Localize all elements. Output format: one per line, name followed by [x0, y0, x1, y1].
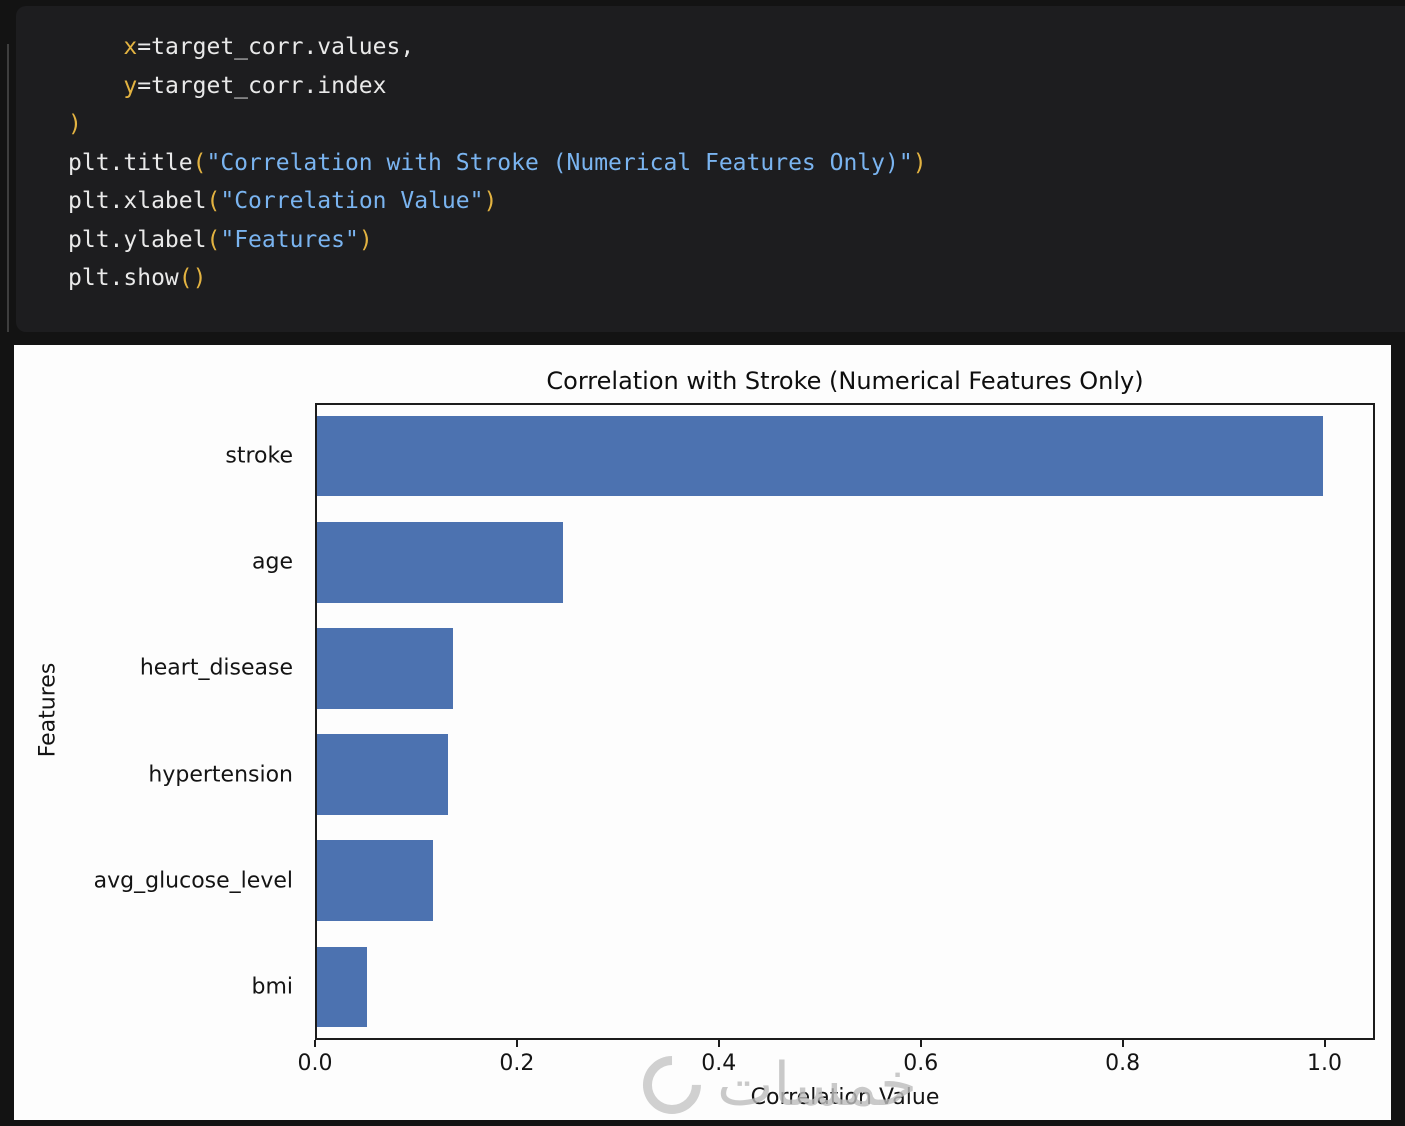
xtick-mark	[314, 1040, 316, 1047]
ytick-label-heart_disease: heart_disease	[139, 655, 293, 681]
bar-heart_disease	[317, 628, 453, 709]
code-token-accent: )	[358, 226, 373, 253]
code-token-accent: )	[912, 149, 927, 176]
code-token-plain: plt.title	[68, 149, 193, 176]
xtick-mark	[1323, 1040, 1326, 1047]
ytick-label-hypertension: hypertension	[148, 762, 293, 788]
code-line: plt.xlabel("Correlation Value")	[68, 182, 1405, 221]
code-token-plain: =target_corr.values,	[137, 34, 415, 60]
bar-avg_glucose_level	[317, 840, 433, 922]
code-token-string: "Correlation with Stroke (Numerical Feat…	[206, 149, 913, 176]
code-token-accent: ()	[178, 265, 207, 291]
plot-area	[315, 403, 1375, 1040]
code-token-accent: (	[206, 188, 221, 214]
x-axis-label: Correlation Value	[750, 1085, 940, 1110]
code-token-plain: =target_corr.index	[137, 72, 387, 99]
xtick-mark	[717, 1040, 720, 1047]
code-line: plt.title("Correlation with Stroke (Nume…	[68, 144, 1405, 183]
xtick-mark	[515, 1040, 518, 1047]
code-token-string: "Correlation Value"	[220, 188, 484, 214]
cell-gutter-indicator	[7, 44, 9, 332]
code-token-plain	[68, 73, 123, 99]
xtick-label: 0.8	[1105, 1051, 1141, 1076]
code-line: x=target_corr.values,	[68, 28, 1405, 67]
code-token-accent: x	[123, 34, 138, 60]
bar-hypertension	[317, 734, 448, 815]
ytick-label-bmi: bmi	[251, 974, 293, 1000]
code-token-string: "Features"	[220, 226, 359, 253]
code-token-accent: )	[483, 188, 498, 214]
xtick-mark	[1121, 1040, 1124, 1047]
code-token-accent: )	[68, 111, 82, 137]
bar-stroke	[317, 415, 1323, 497]
bar-bmi	[317, 946, 368, 1028]
code-token-plain: plt.ylabel	[68, 226, 207, 253]
xtick-label: 0.4	[701, 1051, 737, 1076]
xtick-label: 0.2	[499, 1051, 535, 1076]
xtick-label: 1.0	[1307, 1051, 1343, 1076]
code-line: plt.ylabel("Features")	[68, 221, 1405, 260]
xtick-label: 0.0	[297, 1051, 333, 1076]
chart-title: Correlation with Stroke (Numerical Featu…	[546, 367, 1144, 395]
code-line: plt.show()	[68, 259, 1405, 298]
code-block: x=target_corr.values, y=target_corr.inde…	[16, 6, 1405, 298]
code-token-plain: plt.xlabel	[68, 188, 207, 214]
code-token-accent: y	[123, 72, 138, 99]
code-line: )	[68, 105, 1405, 144]
xtick-label: 0.6	[903, 1051, 939, 1076]
chart-figure: Correlation with Stroke (Numerical Featu…	[14, 345, 1391, 1126]
code-token-accent: (	[192, 149, 207, 176]
code-token-plain	[68, 34, 123, 60]
xtick-mark	[919, 1040, 922, 1047]
bar-age	[317, 521, 564, 603]
code-cell[interactable]: x=target_corr.values, y=target_corr.inde…	[16, 6, 1405, 332]
code-line: y=target_corr.index	[68, 67, 1405, 106]
ytick-label-age: age	[252, 549, 293, 575]
ytick-label-stroke: stroke	[225, 443, 293, 469]
code-token-plain: plt.show	[68, 265, 179, 291]
ytick-label-avg_glucose_level: avg_glucose_level	[93, 868, 293, 894]
code-token-accent: (	[206, 226, 221, 253]
